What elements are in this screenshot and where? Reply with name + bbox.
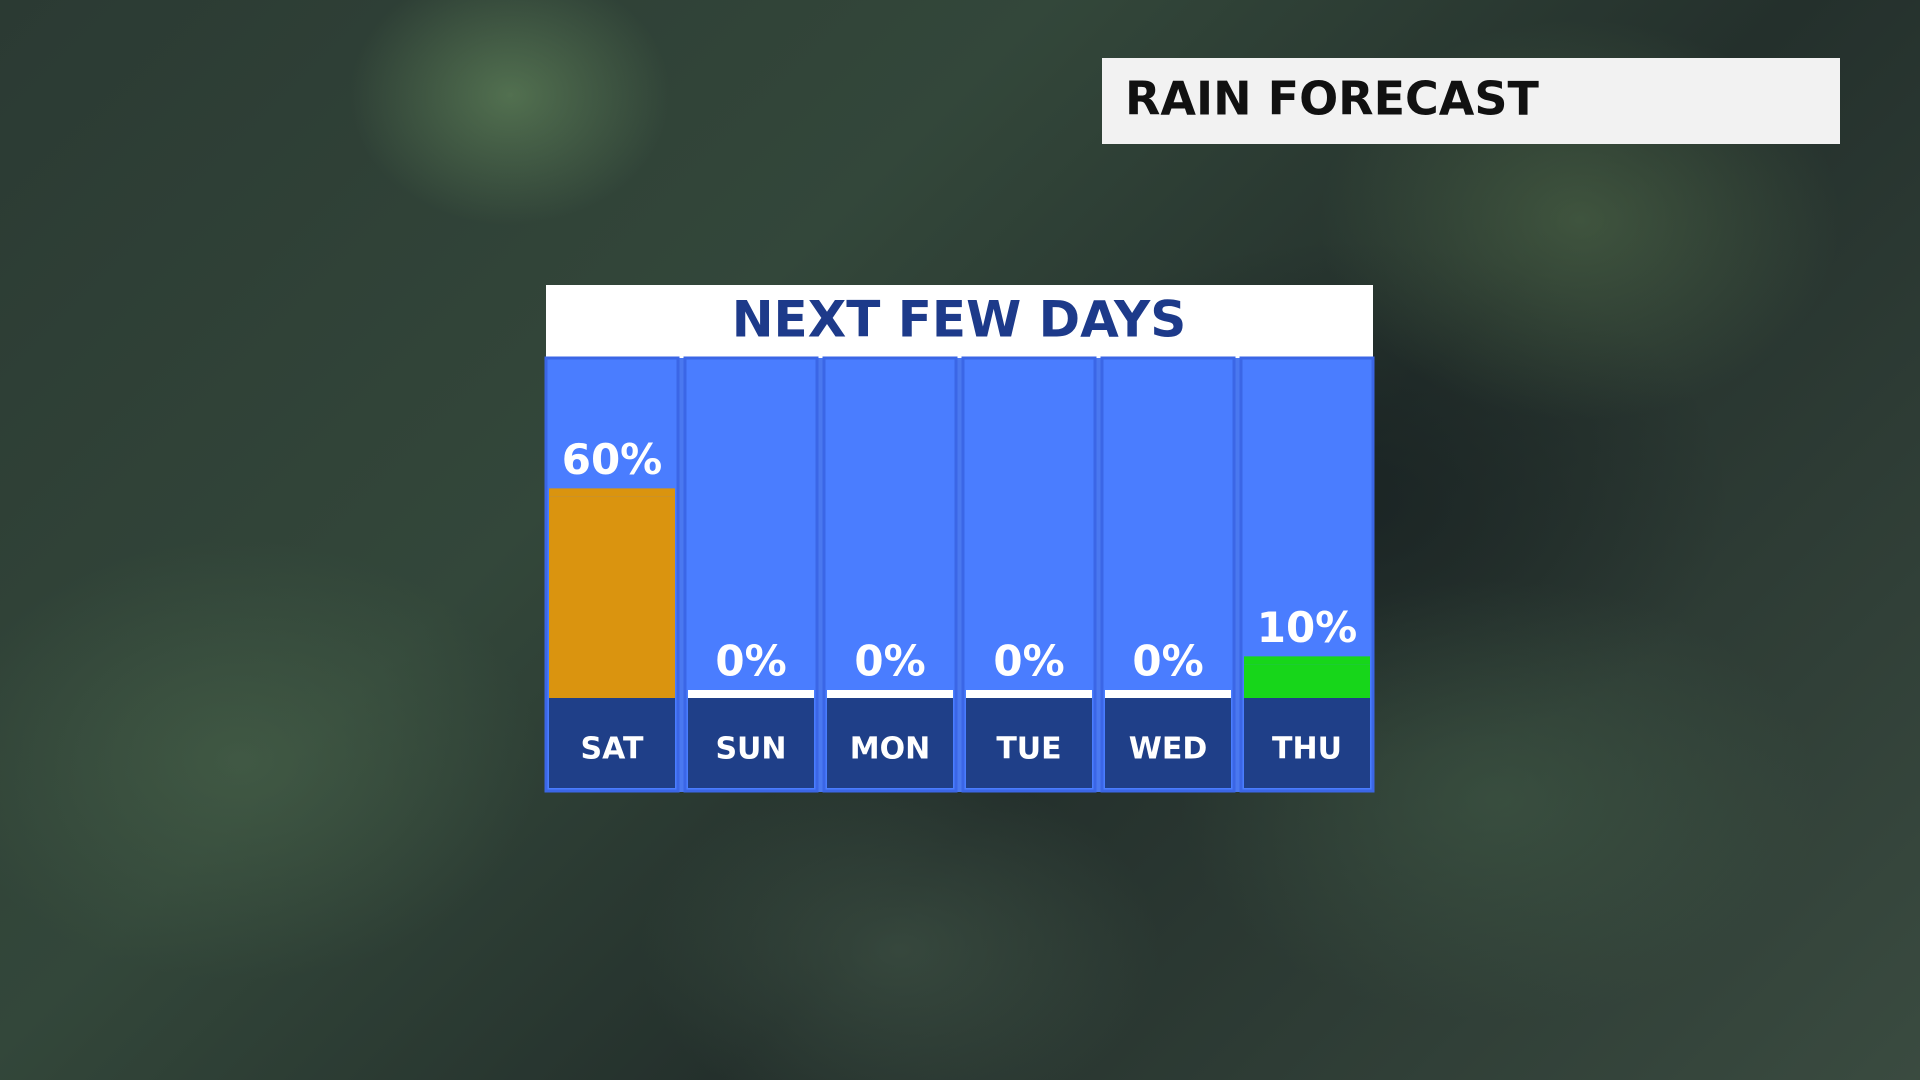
header-box bbox=[1102, 58, 1840, 144]
value-label: 0% bbox=[854, 637, 925, 686]
day-band bbox=[827, 698, 953, 788]
x-tick-label: TUE bbox=[996, 732, 1061, 767]
bar bbox=[1244, 664, 1370, 698]
value-label: 0% bbox=[715, 637, 786, 686]
x-tick-label: MON bbox=[850, 732, 930, 767]
day-band bbox=[1244, 698, 1370, 788]
day-band bbox=[549, 698, 675, 788]
x-tick-label: SAT bbox=[581, 732, 644, 767]
day-band bbox=[966, 698, 1092, 788]
bar bbox=[549, 496, 675, 698]
value-label: 10% bbox=[1257, 603, 1358, 652]
title-box bbox=[546, 285, 1373, 358]
day-band bbox=[688, 698, 814, 788]
chart-title: NEXT FEW DAYS bbox=[732, 291, 1187, 349]
value-label: 60% bbox=[562, 435, 663, 484]
x-tick-label: SUN bbox=[715, 732, 786, 767]
value-label: 0% bbox=[993, 637, 1064, 686]
x-tick-label: WED bbox=[1129, 732, 1208, 767]
value-label: 0% bbox=[1132, 637, 1203, 686]
header-title: RAIN FORECAST bbox=[1125, 72, 1540, 126]
x-tick-label: THU bbox=[1272, 732, 1342, 767]
day-band bbox=[1105, 698, 1231, 788]
